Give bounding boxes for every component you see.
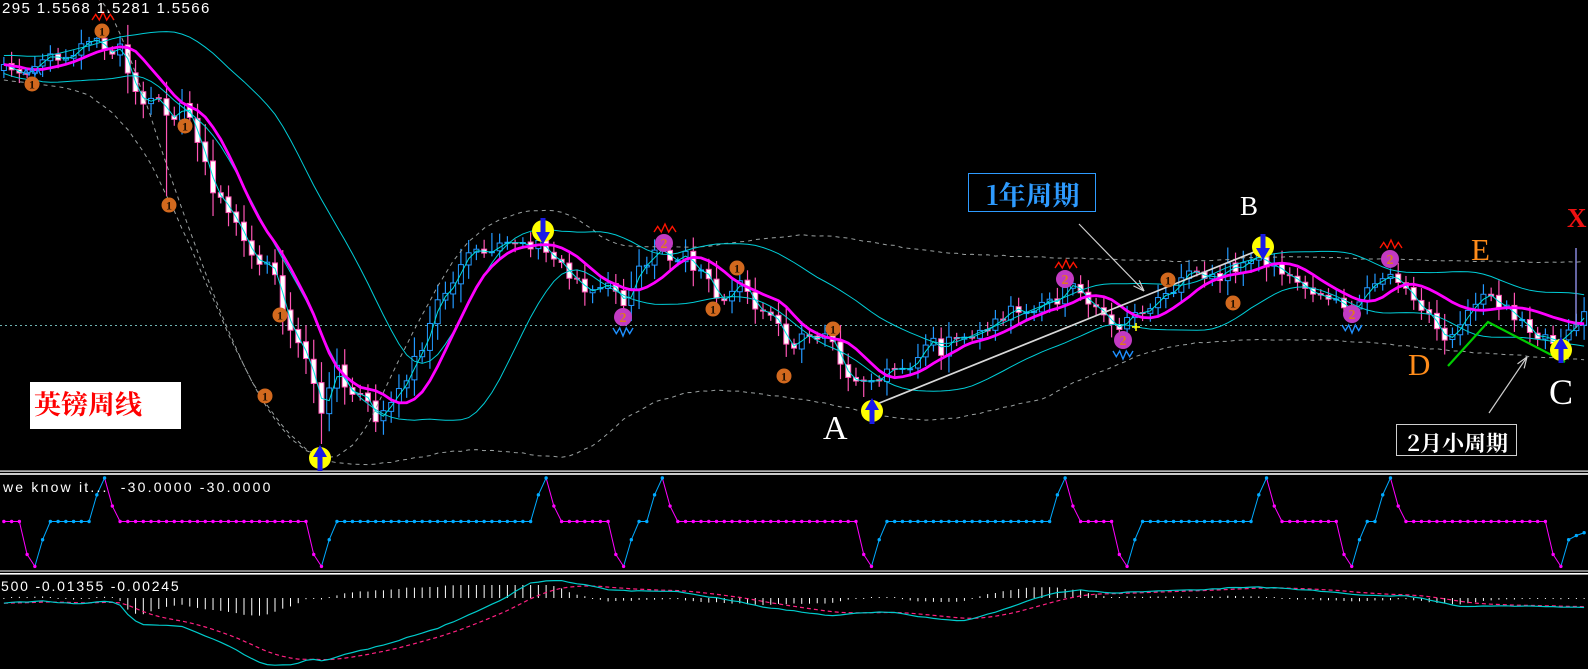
macd-main-line: [3, 579, 1585, 666]
arrow-2m[interactable]: [1488, 356, 1528, 414]
cycle-indicator-pane: [2, 476, 1586, 569]
svg-text:1: 1: [734, 262, 740, 276]
overlay-env-lower: [3, 73, 1585, 421]
overlay-boll-lower: [3, 79, 1585, 466]
one-signal-marker[interactable]: 1: [177, 118, 193, 134]
pane-separator[interactable]: [0, 573, 1588, 575]
candle: [0, 63, 7, 72]
one-signal-marker[interactable]: 1: [1160, 272, 1176, 288]
pane-separator[interactable]: [0, 473, 1588, 475]
cycle-2m-label[interactable]: [1396, 424, 1517, 456]
svg-text:1: 1: [781, 370, 787, 384]
two-signal-marker[interactable]: 2: [653, 222, 677, 252]
cycle-1y-label[interactable]: [968, 173, 1096, 212]
two-signal-marker[interactable]: 2: [1341, 305, 1363, 335]
svg-text:2: 2: [1387, 253, 1394, 268]
sell-signal-marker[interactable]: [532, 218, 554, 245]
one-signal-marker[interactable]: 1: [729, 260, 745, 276]
arrow-1y[interactable]: [1078, 223, 1145, 292]
one-signal-marker[interactable]: 1: [272, 307, 288, 323]
svg-text:1: 1: [277, 309, 283, 323]
svg-text:2: 2: [1062, 273, 1069, 288]
svg-text:2: 2: [620, 311, 627, 326]
svg-text:1: 1: [830, 323, 836, 337]
one-signal-marker[interactable]: 1: [1225, 295, 1241, 311]
one-signal-marker[interactable]: 1: [705, 301, 721, 317]
overlay-boll-upper: [99, 0, 1585, 458]
indicator-label-cycle: we know it... -30.0000 -30.0000: [3, 479, 273, 495]
overlay-env-upper: [3, 31, 1585, 364]
one-signal-marker[interactable]: 1: [825, 321, 841, 337]
svg-text:1: 1: [99, 24, 105, 38]
svg-text:1: 1: [29, 78, 35, 92]
macd-signal-line: [3, 585, 1585, 661]
buy-signal-marker[interactable]: [861, 397, 883, 424]
one-signal-marker[interactable]: 1: [257, 388, 273, 404]
wave-letter-E[interactable]: E: [1471, 232, 1490, 267]
svg-text:2: 2: [1120, 334, 1127, 349]
two-signal-marker[interactable]: 2: [1379, 238, 1403, 268]
svg-text:1: 1: [262, 389, 268, 403]
wave-letter-X[interactable]: X: [1567, 203, 1587, 233]
candles: [0, 24, 1588, 445]
one-signal-marker[interactable]: 1: [776, 368, 792, 384]
svg-text:1: 1: [710, 303, 716, 317]
svg-text:1: 1: [182, 120, 188, 134]
overlay-ma-main: [3, 45, 1585, 405]
macd-pane: [3, 579, 1585, 666]
sell-signal-marker[interactable]: [1252, 234, 1274, 261]
buy-signal-marker[interactable]: [1550, 337, 1572, 364]
one-signal-marker[interactable]: 1: [91, 10, 115, 38]
pane-separator[interactable]: [0, 470, 1588, 472]
two-signal-marker[interactable]: 2: [1054, 258, 1078, 289]
ohlc-info-line: 295 1.5568 1.5281 1.5566: [2, 0, 211, 17]
two-signal-marker[interactable]: 2: [1112, 331, 1134, 361]
two-signal-marker[interactable]: 2: [612, 307, 634, 338]
svg-text:2: 2: [661, 237, 668, 252]
indicator-label-macd: 500 -0.01355 -0.00245: [1, 578, 181, 594]
buy-signal-marker[interactable]: [309, 444, 331, 471]
svg-text:1: 1: [1230, 297, 1236, 311]
svg-text:1: 1: [166, 199, 172, 213]
wave-letter-C[interactable]: C: [1549, 372, 1574, 412]
one-signal-marker[interactable]: 1: [161, 197, 177, 213]
pane-separator[interactable]: [0, 570, 1588, 572]
svg-text:2: 2: [1349, 308, 1356, 323]
one-signal-marker[interactable]: 1: [22, 65, 42, 92]
symbol-label[interactable]: [30, 382, 181, 429]
trendline-ab[interactable]: [876, 249, 1260, 405]
overlays: [3, 0, 1585, 466]
svg-text:1: 1: [1165, 273, 1171, 287]
wave-letter-D[interactable]: D: [1408, 347, 1431, 382]
zigzag-dce[interactable]: [1447, 320, 1566, 367]
cross-signal-marker[interactable]: [1132, 322, 1140, 331]
wave-letter-A[interactable]: A: [823, 410, 848, 447]
wave-letter-B[interactable]: B: [1240, 191, 1259, 221]
overlay-ma-fast: [3, 39, 1585, 417]
